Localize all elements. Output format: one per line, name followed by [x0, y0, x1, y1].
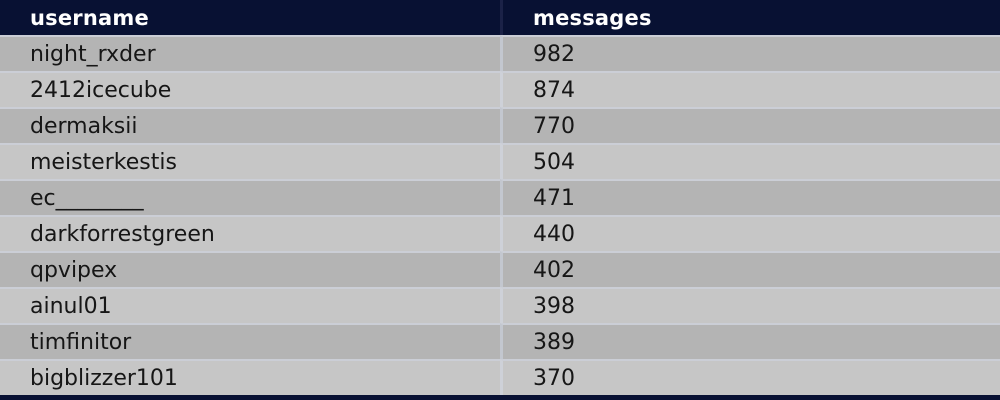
cell-messages: 389: [500, 323, 1000, 359]
cell-username: dermaksii: [0, 107, 500, 143]
cell-messages: 982: [500, 35, 1000, 71]
header-row: username messages: [0, 0, 1000, 35]
table-row: ainul01 398: [0, 287, 1000, 323]
cell-messages: 504: [500, 143, 1000, 179]
cell-username: bigblizzer101: [0, 359, 500, 395]
cell-username: timfinitor: [0, 323, 500, 359]
column-header-username: username: [0, 0, 500, 35]
column-header-messages: messages: [500, 0, 1000, 35]
cell-username: ec________: [0, 179, 500, 215]
table-bottom-border: [0, 395, 1000, 400]
cell-messages: 770: [500, 107, 1000, 143]
table-row: ec________ 471: [0, 179, 1000, 215]
table-row: bigblizzer101 370: [0, 359, 1000, 395]
cell-messages: 471: [500, 179, 1000, 215]
table-row: 2412icecube 874: [0, 71, 1000, 107]
table-row: qpvipex 402: [0, 251, 1000, 287]
table-header: username messages: [0, 0, 1000, 35]
cell-messages: 402: [500, 251, 1000, 287]
cell-username: qpvipex: [0, 251, 500, 287]
cell-messages: 370: [500, 359, 1000, 395]
cell-messages: 440: [500, 215, 1000, 251]
cell-username: darkforrestgreen: [0, 215, 500, 251]
table-row: dermaksii 770: [0, 107, 1000, 143]
table-row: darkforrestgreen 440: [0, 215, 1000, 251]
table-row: meisterkestis 504: [0, 143, 1000, 179]
cell-messages: 398: [500, 287, 1000, 323]
table-body: night_rxder 982 2412icecube 874 dermaksi…: [0, 35, 1000, 395]
cell-username: night_rxder: [0, 35, 500, 71]
table-row: night_rxder 982: [0, 35, 1000, 71]
cell-username: meisterkestis: [0, 143, 500, 179]
table-row: timfinitor 389: [0, 323, 1000, 359]
cell-messages: 874: [500, 71, 1000, 107]
cell-username: 2412icecube: [0, 71, 500, 107]
cell-username: ainul01: [0, 287, 500, 323]
